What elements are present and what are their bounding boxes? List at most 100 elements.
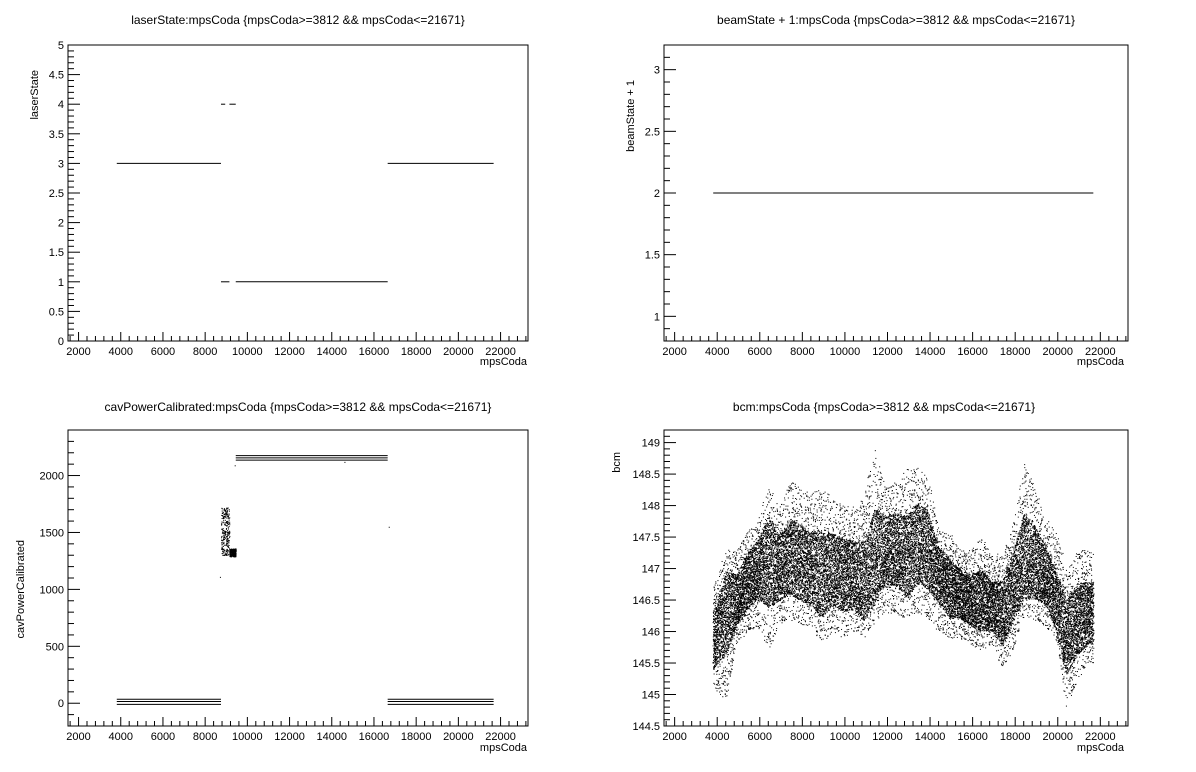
data-point xyxy=(746,578,748,580)
x-tick-label: 20000 xyxy=(443,731,474,743)
data-point xyxy=(725,584,727,586)
data-point xyxy=(765,588,767,590)
data-point xyxy=(761,583,763,585)
data-point xyxy=(733,638,735,640)
data-point xyxy=(719,643,721,645)
data-point xyxy=(759,612,761,614)
data-point xyxy=(725,603,727,605)
data-point xyxy=(234,552,236,554)
data-point xyxy=(717,649,719,651)
data-point xyxy=(730,587,732,589)
data-point xyxy=(765,569,767,571)
data-point xyxy=(223,541,225,543)
data-point xyxy=(727,689,729,691)
data-point xyxy=(726,557,728,559)
data-point xyxy=(713,666,715,668)
data-point xyxy=(226,551,228,553)
data-point xyxy=(733,587,735,589)
data-point xyxy=(719,610,721,612)
data-point xyxy=(717,624,719,626)
data-point xyxy=(738,593,740,595)
data-point xyxy=(231,550,233,552)
data-point xyxy=(720,633,722,635)
data-point xyxy=(738,609,740,611)
data-point xyxy=(736,568,738,570)
data-point xyxy=(749,571,751,573)
data-point xyxy=(730,640,732,642)
data-point xyxy=(716,631,718,633)
data-point xyxy=(715,649,717,651)
data-point xyxy=(722,630,724,632)
data-point xyxy=(749,585,751,587)
data-point xyxy=(725,623,727,625)
data-point xyxy=(733,614,735,616)
data-point xyxy=(727,624,729,626)
data-point xyxy=(734,577,736,579)
data-point xyxy=(725,648,727,650)
data-point xyxy=(716,599,718,601)
data-point xyxy=(754,609,756,611)
data-point xyxy=(718,634,720,636)
data-point xyxy=(728,683,730,685)
data-point xyxy=(720,601,722,603)
data-point xyxy=(726,644,728,646)
data-point xyxy=(735,618,737,620)
data-point xyxy=(733,576,735,578)
data-point xyxy=(754,601,756,603)
data-point xyxy=(765,557,767,559)
data-point xyxy=(743,544,745,546)
data-point xyxy=(750,598,752,600)
data-point xyxy=(738,574,740,576)
data-point xyxy=(766,564,768,566)
data-point xyxy=(745,580,747,582)
data-point xyxy=(732,634,734,636)
data-point xyxy=(226,531,228,533)
data-point xyxy=(744,578,746,580)
data-point xyxy=(750,587,752,589)
data-point xyxy=(732,582,734,584)
data-point xyxy=(725,613,727,615)
data-point xyxy=(741,605,743,607)
data-point xyxy=(228,540,230,542)
data-point xyxy=(717,634,719,636)
data-point xyxy=(728,673,730,675)
data-point xyxy=(718,629,720,631)
data-point xyxy=(718,622,720,624)
data-point xyxy=(768,594,770,596)
data-point xyxy=(728,594,730,596)
data-point xyxy=(714,613,716,615)
data-point xyxy=(716,607,718,609)
data-point xyxy=(762,618,764,620)
data-point xyxy=(713,629,715,631)
data-point xyxy=(730,580,732,582)
data-point xyxy=(713,612,715,614)
data-point xyxy=(226,535,228,537)
data-point xyxy=(717,624,719,626)
data-point xyxy=(730,665,732,667)
data-point xyxy=(763,548,765,550)
data-point xyxy=(762,584,764,586)
data-point xyxy=(713,618,715,620)
data-point xyxy=(226,554,228,556)
data-point xyxy=(754,529,756,531)
data-point xyxy=(767,525,769,527)
data-point xyxy=(714,613,716,615)
data-point xyxy=(748,548,750,550)
data-point xyxy=(762,592,764,594)
data-point xyxy=(230,553,232,555)
data-point xyxy=(766,579,768,581)
data-point xyxy=(725,585,727,587)
data-point xyxy=(726,582,728,584)
data-point xyxy=(731,579,733,581)
data-point xyxy=(763,578,765,580)
data-point xyxy=(753,545,755,547)
data-point xyxy=(754,580,756,582)
y-tick-label: 1.5 xyxy=(645,250,660,262)
data-point xyxy=(733,630,735,632)
data-point xyxy=(750,564,752,566)
data-point xyxy=(732,603,734,605)
data-point xyxy=(736,575,738,577)
data-point xyxy=(736,626,738,628)
data-point xyxy=(716,611,718,613)
data-point xyxy=(738,579,740,581)
